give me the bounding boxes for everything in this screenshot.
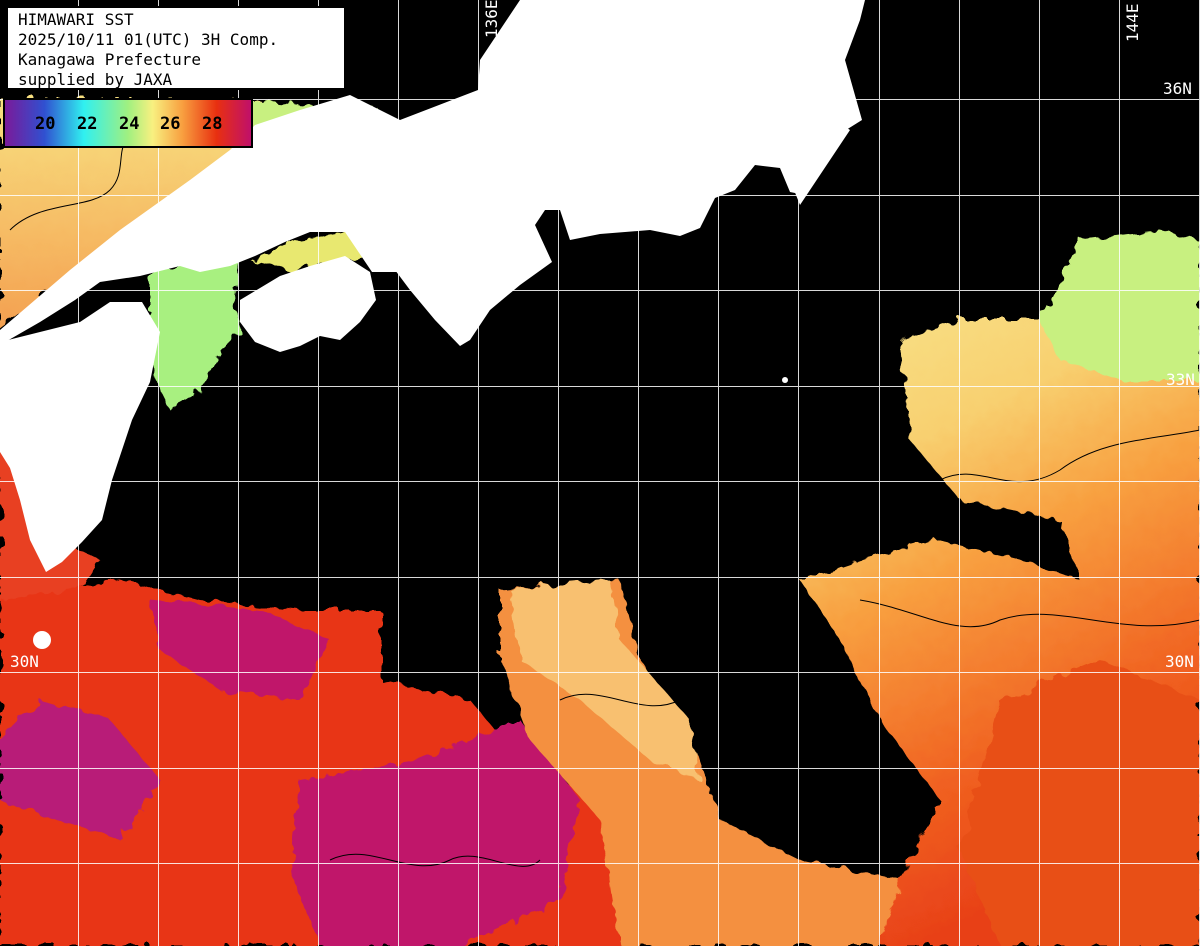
land-shikoku xyxy=(240,256,376,352)
colorbar-tick: 28 xyxy=(202,114,223,134)
sst-center-light xyxy=(510,580,700,780)
land-island xyxy=(33,631,51,649)
title-box: HIMAWARI SST 2025/10/11 01(UTC) 3H Comp.… xyxy=(6,6,346,90)
title-line-2: 2025/10/11 01(UTC) 3H Comp. xyxy=(18,30,279,49)
land-island xyxy=(782,377,788,383)
sst-sea-of-japan xyxy=(0,100,260,330)
land-honshu xyxy=(0,0,865,346)
sst-bungo-channel xyxy=(150,260,240,410)
lon-label-144e: 144E xyxy=(1123,3,1142,42)
lat-label-36n: 36N xyxy=(1163,79,1192,98)
land-kyushu xyxy=(0,302,160,572)
lat-label-30n-left: 30N xyxy=(10,652,39,671)
sst-west-magenta xyxy=(0,700,160,840)
colorbar-tick: 22 xyxy=(77,114,98,134)
contour-line xyxy=(559,693,761,761)
title-line-3: Kanagawa Prefecture xyxy=(18,50,202,69)
colorbar-legend: 20 22 24 26 28 xyxy=(3,98,253,148)
contour-line xyxy=(939,429,1200,483)
colorbar-tick: 24 xyxy=(119,114,140,134)
colorbar-tick: 26 xyxy=(160,114,181,134)
sst-south-magenta xyxy=(290,720,580,946)
lat-label-33n: 33N xyxy=(1166,370,1195,389)
land xyxy=(0,0,865,649)
colorbar-tick: 20 xyxy=(35,114,56,134)
sst-east-deep-orange xyxy=(960,660,1200,946)
title-line-4: supplied by JAXA xyxy=(18,70,173,89)
land-boso xyxy=(770,120,850,205)
lat-label-30n-right: 30N xyxy=(1165,652,1194,671)
title-line-1: HIMAWARI SST xyxy=(18,10,134,29)
contour-line xyxy=(329,853,541,867)
sst-west-magenta-2 xyxy=(150,600,330,700)
sst-seto-inland xyxy=(250,230,380,270)
lon-label-136e: 136E xyxy=(482,0,501,38)
contour-line xyxy=(859,599,1200,628)
